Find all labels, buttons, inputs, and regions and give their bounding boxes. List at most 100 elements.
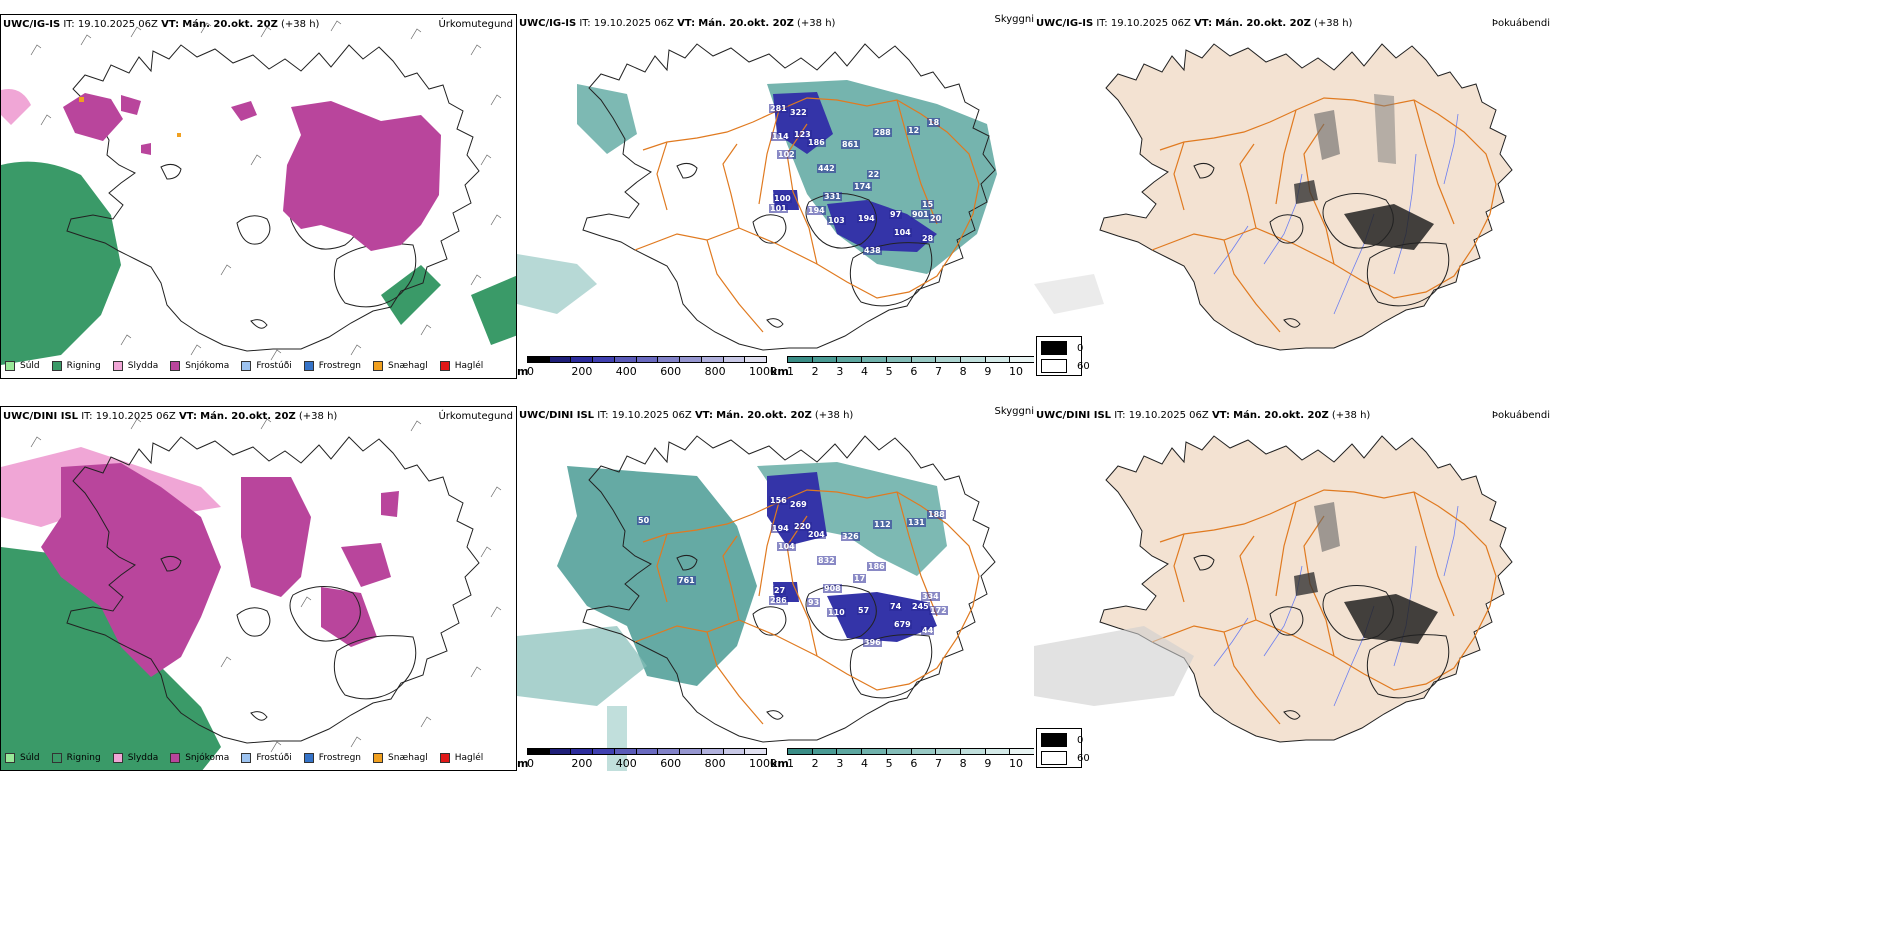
colorbar-tick: 6 bbox=[910, 757, 918, 770]
legend-label: Snjókoma bbox=[185, 753, 230, 763]
colorbar-cell bbox=[528, 357, 550, 362]
fog-legend-label: 0 bbox=[1077, 734, 1084, 746]
it-label: IT: bbox=[81, 411, 93, 422]
model-name: UWC/DINI ISL bbox=[3, 411, 79, 422]
ceiling-value-label: 103 bbox=[827, 216, 846, 225]
precip-legend-row2: Súld Rigning Slydda Snjókoma Frostúði Fr… bbox=[5, 751, 495, 765]
legend-label: Rigning bbox=[66, 753, 101, 763]
legend-label: Slydda bbox=[127, 753, 159, 763]
colorbar-cell bbox=[636, 749, 659, 754]
fog-legend-item: 0 bbox=[1041, 733, 1083, 747]
ceiling-value-label: 204 bbox=[807, 530, 826, 539]
legend-swatch bbox=[170, 753, 181, 763]
colorbar-tick: 1 bbox=[787, 757, 794, 770]
visibility-unit: km bbox=[770, 757, 789, 770]
ceiling-value-label: 18 bbox=[927, 118, 941, 127]
it-value: 19.10.2025 06Z bbox=[611, 410, 692, 421]
legend-item: Haglél bbox=[439, 753, 483, 763]
ceiling-value-label: 186 bbox=[867, 562, 886, 571]
colorbar-tick: 600 bbox=[660, 365, 682, 378]
ceiling-value-label: 245 bbox=[911, 602, 930, 611]
ceiling-value-label: 131 bbox=[907, 518, 926, 527]
legend-item: Frostúði bbox=[241, 361, 292, 371]
colorbar-cell bbox=[701, 749, 724, 754]
lead-time: (+38 h) bbox=[1331, 410, 1371, 421]
legend-item: Snjókoma bbox=[170, 753, 229, 763]
legend-item: Frostúði bbox=[241, 753, 292, 763]
colorbar-tick: 7 bbox=[935, 365, 942, 378]
vt-label: VT: bbox=[1211, 410, 1230, 421]
fog-panel-row1: UWC/IG-IS IT: 19.10.2025 06Z VT: Mán. 20… bbox=[1034, 14, 1554, 379]
ceiling-value-label: 123 bbox=[793, 130, 812, 139]
legend-item: Snjókoma bbox=[170, 361, 229, 371]
legend-label: Frostúði bbox=[256, 361, 292, 371]
colorbar-cell bbox=[614, 749, 637, 754]
colorbar-tick: 5 bbox=[885, 757, 893, 770]
colorbar-cell bbox=[960, 357, 986, 362]
ceiling-value-label: 110 bbox=[827, 608, 846, 617]
ceiling-value-label: 114 bbox=[771, 132, 790, 141]
vt-value: Mán. 20.okt. 20Z bbox=[200, 411, 296, 422]
ceiling-value-label: 101 bbox=[769, 204, 788, 213]
ceiling-value-label: 761 bbox=[677, 576, 696, 585]
ceiling-value-label: 93 bbox=[807, 598, 821, 607]
colorbar-cell bbox=[862, 357, 887, 362]
model-name: UWC/IG-IS bbox=[519, 18, 577, 29]
legend-swatch bbox=[373, 361, 384, 371]
it-value: 19.10.2025 06Z bbox=[593, 18, 674, 29]
legend-swatch bbox=[5, 361, 15, 371]
colorbar-tick: 10 bbox=[1009, 365, 1023, 378]
visibility-unit: km bbox=[770, 365, 789, 378]
it-label: IT: bbox=[63, 19, 75, 30]
colorbar-tick: 1000 bbox=[749, 757, 777, 770]
ceiling-value-label: 194 bbox=[807, 206, 826, 215]
ceiling-value-label: 438 bbox=[863, 246, 882, 255]
precip-legend-row1: Súld Rigning Slydda Snjókoma Frostúði Fr… bbox=[5, 359, 495, 373]
visibility-heading: Skyggni bbox=[994, 406, 1034, 417]
panel-title-row1-vis: UWC/IG-IS IT: 19.10.2025 06Z VT: Mán. 20… bbox=[519, 18, 835, 29]
ceiling-value-label: 186 bbox=[807, 138, 826, 147]
colorbar-cell bbox=[745, 749, 767, 754]
ceiling-value-label: 28 bbox=[921, 234, 935, 243]
colorbar-cell bbox=[837, 749, 863, 754]
colorbar-tick: 2 bbox=[811, 757, 819, 770]
ceiling-value-label: 331 bbox=[823, 192, 842, 201]
ceiling-value-label: 17 bbox=[853, 574, 867, 583]
fog-legend-label: 0 bbox=[1077, 342, 1084, 354]
visibility-heading: Skyggni bbox=[994, 14, 1034, 25]
fog-legend-item: 0 bbox=[1041, 341, 1083, 355]
colorbar-cell bbox=[680, 357, 702, 362]
legend-label: Slydda bbox=[127, 361, 159, 371]
it-value: 19.10.2025 06Z bbox=[77, 19, 158, 30]
ceiling-value-label: 50 bbox=[637, 516, 651, 525]
legend-label: Haglél bbox=[454, 361, 484, 371]
ceiling-value-label: 220 bbox=[793, 522, 812, 531]
legend-label: Snjókoma bbox=[185, 361, 230, 371]
ceiling-value-label: 901 bbox=[911, 210, 930, 219]
colorbar-cell bbox=[701, 357, 724, 362]
ceiling-value-label: 194 bbox=[771, 524, 790, 533]
ceiling-value-label: 908 bbox=[823, 584, 842, 593]
ceiling-value-label: 334 bbox=[921, 592, 940, 601]
colorbar-cell bbox=[886, 357, 912, 362]
legend-item: Slydda bbox=[112, 361, 159, 371]
colorbar-cell bbox=[745, 357, 767, 362]
model-name: UWC/DINI ISL bbox=[519, 410, 595, 421]
colorbar-cell bbox=[1010, 357, 1034, 362]
ceiling-value-label: 269 bbox=[789, 500, 808, 509]
colorbar-tick: 7 bbox=[935, 757, 942, 770]
colorbar-tick: 4 bbox=[861, 757, 868, 770]
ceiling-value-label: 188 bbox=[927, 510, 946, 519]
legend-item: Rigning bbox=[51, 753, 101, 763]
legend-label: Snæhagl bbox=[388, 361, 428, 371]
fog-swatch bbox=[1041, 751, 1067, 765]
ceiling-value-label: 679 bbox=[893, 620, 912, 629]
ceiling-value-label: 57 bbox=[857, 606, 871, 615]
ceiling-unit: m bbox=[517, 757, 529, 770]
colorbar-tick: 600 bbox=[660, 757, 682, 770]
legend-label: Frostregn bbox=[318, 753, 362, 763]
colorbar-tick: 9 bbox=[984, 365, 992, 378]
model-name: UWC/IG-IS bbox=[1036, 18, 1094, 29]
colorbar-cell bbox=[593, 357, 615, 362]
panel-title-row2-vis: UWC/DINI ISL IT: 19.10.2025 06Z VT: Mán.… bbox=[519, 410, 853, 421]
